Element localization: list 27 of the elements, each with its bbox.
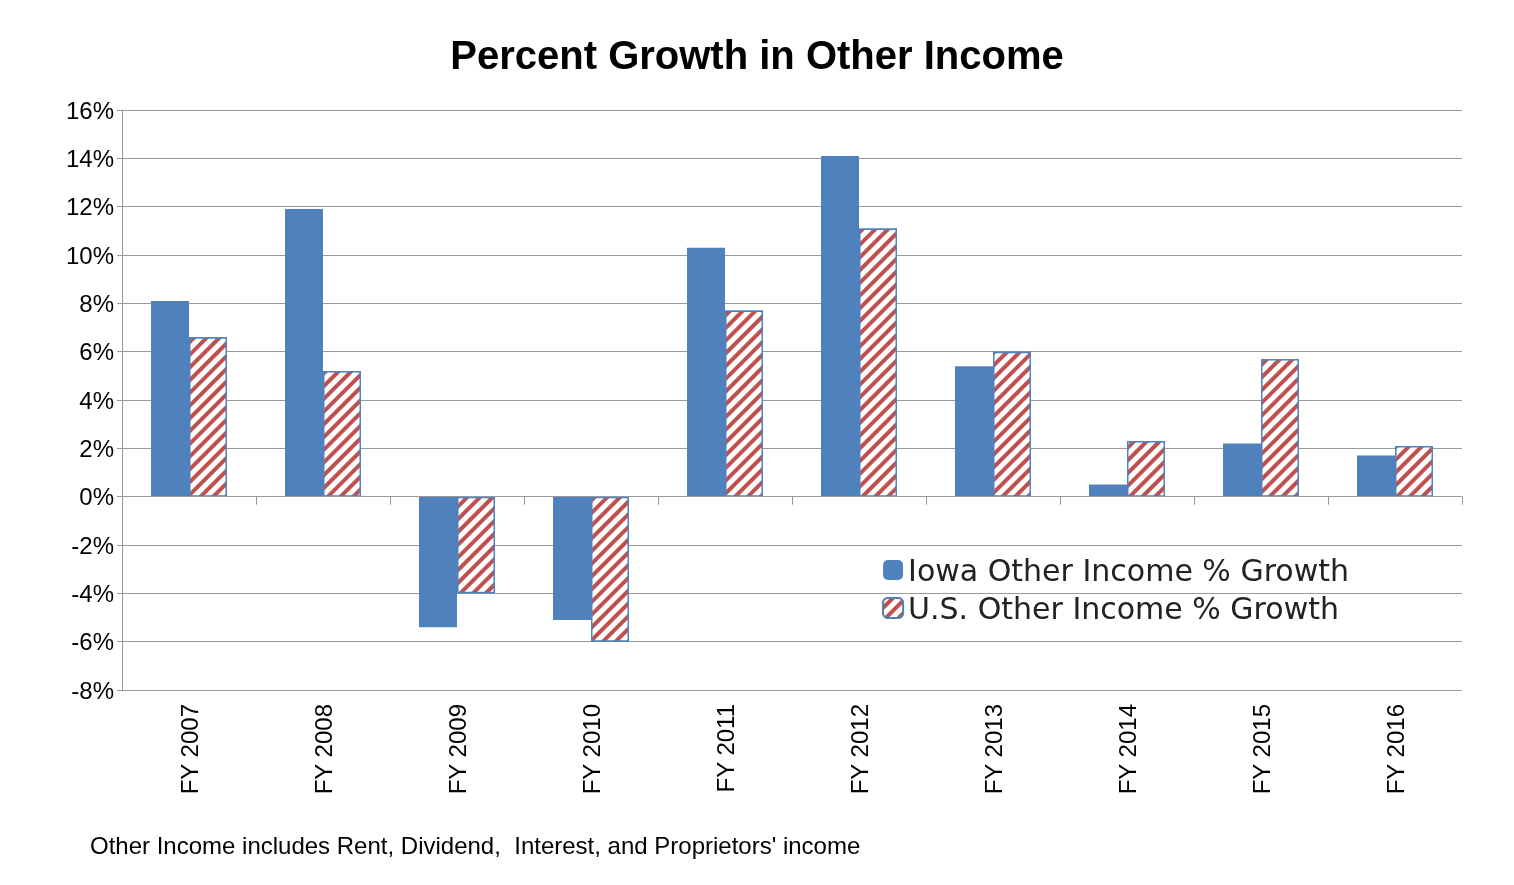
x-tick-label: FY 2015: [1247, 704, 1275, 795]
text: Other Income includes Rent, Dividend, Interest, and Proprietors' income: [90, 831, 861, 859]
y-tick-label: 10%: [65, 241, 114, 269]
legend-label: U.S. Other Income % Growth: [908, 590, 1339, 626]
y-tick-label: 2%: [79, 434, 114, 462]
x-tick-label: FY 2007: [175, 704, 203, 795]
y-tick-label: -8%: [71, 676, 114, 704]
y-tick-label: 12%: [65, 193, 114, 221]
chart-title: Percent Growth in Other Income: [450, 33, 1064, 77]
x-tick-label: FY 2012: [845, 704, 873, 795]
legend-label: Iowa Other Income % Growth: [908, 552, 1349, 588]
x-tick-label: FY 2009: [443, 704, 471, 795]
y-tick-label: 16%: [65, 96, 114, 124]
y-tick-label: -6%: [71, 628, 114, 656]
y-tick-label: 0%: [79, 483, 114, 511]
y-tick-label: 4%: [79, 386, 114, 414]
y-tick-label: 14%: [65, 144, 114, 172]
x-tick-label: FY 2014: [1113, 704, 1141, 795]
y-tick-label: 6%: [79, 338, 114, 366]
y-tick-label: 8%: [79, 289, 114, 317]
x-tick-label: FY 2016: [1381, 704, 1409, 795]
x-tick-label: FY 2008: [309, 704, 337, 795]
x-tick-label: FY 2013: [979, 704, 1007, 795]
y-tick-label: -4%: [71, 579, 114, 607]
x-tick-label: FY 2011: [711, 704, 739, 793]
x-tick-label: FY 2010: [577, 704, 605, 795]
y-tick-label: -2%: [71, 531, 114, 559]
